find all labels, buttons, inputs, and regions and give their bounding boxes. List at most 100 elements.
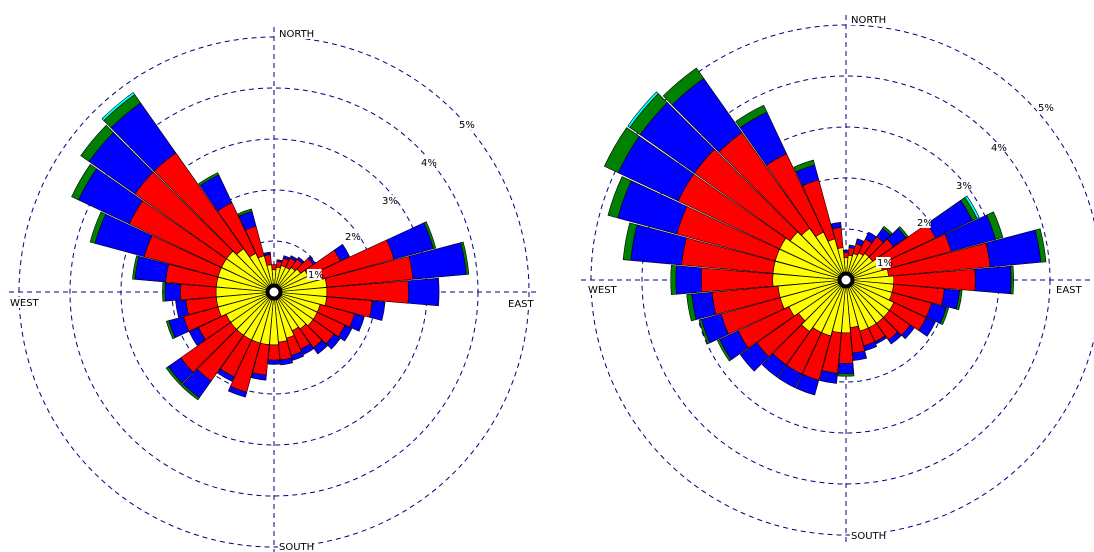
- wind-segment: [349, 313, 365, 332]
- north-label: NORTH: [851, 15, 886, 26]
- wind-segment: [698, 318, 711, 345]
- east-label-group: EAST: [507, 298, 535, 310]
- north-label-group: NORTH: [278, 28, 314, 40]
- ring-label-3: 3%: [381, 195, 398, 207]
- svg-text:3%: 3%: [956, 181, 972, 192]
- ring-label-1: 1%: [876, 257, 893, 269]
- wind-segment: [863, 341, 878, 352]
- wind-segment: [251, 372, 267, 381]
- wind-segment: [793, 159, 816, 173]
- wind-segment: [101, 92, 136, 121]
- south-label-group: SOUTH: [278, 541, 314, 552]
- wind-segment: [761, 353, 787, 378]
- wind-segment: [603, 127, 640, 174]
- wind-segment: [675, 265, 703, 295]
- wind-segment: [607, 176, 632, 219]
- wind-segment: [852, 350, 868, 361]
- hub-center: [269, 287, 279, 297]
- windrose-chart-left: 1% 2% 3% 4% 5% NORTH SOUTH EAST WEST: [9, 27, 539, 552]
- west-label: WEST: [10, 298, 40, 309]
- east-label: EAST: [508, 299, 535, 310]
- north-label-group: NORTH: [850, 14, 886, 26]
- wind-segment: [267, 344, 281, 361]
- wind-segment: [843, 252, 849, 259]
- wind-segment: [881, 225, 893, 236]
- ring-label-2: 2%: [344, 231, 361, 243]
- wind-segment: [901, 324, 915, 340]
- west-label-group: WEST: [9, 297, 40, 309]
- wind-segment: [887, 331, 902, 345]
- wind-segment: [237, 208, 253, 217]
- wind-segment: [165, 366, 183, 386]
- wind-segment: [460, 241, 470, 275]
- hub-center: [841, 275, 851, 285]
- wind-segment: [686, 293, 697, 322]
- svg-text:5%: 5%: [459, 120, 475, 131]
- wind-segment: [777, 364, 803, 389]
- wind-segment: [955, 290, 963, 311]
- wind-segment: [198, 172, 220, 187]
- wind-segment: [89, 211, 107, 244]
- wind-segment: [227, 385, 248, 398]
- wind-segment: [263, 251, 271, 257]
- wind-segment: [290, 351, 305, 361]
- svg-text:3%: 3%: [382, 196, 398, 207]
- wind-segment: [819, 370, 838, 384]
- svg-text:1%: 1%: [308, 270, 324, 281]
- wind-segment: [80, 124, 114, 162]
- svg-text:1%: 1%: [877, 258, 893, 269]
- compass-labels: NORTH SOUTH EAST WEST: [9, 28, 535, 552]
- svg-text:2%: 2%: [345, 232, 361, 243]
- wind-segment: [964, 195, 980, 219]
- ring-labels: 1% 2% 3% 4% 5%: [307, 119, 475, 281]
- wind-segment: [939, 306, 950, 326]
- wind-segment: [864, 231, 877, 244]
- south-label: SOUTH: [279, 542, 314, 552]
- wind-segment: [300, 343, 314, 356]
- ring-label-5: 5%: [1037, 102, 1054, 114]
- wind-segment: [716, 339, 732, 362]
- svg-text:2%: 2%: [917, 218, 933, 229]
- wind-segment: [180, 383, 200, 401]
- wind-segment: [369, 300, 386, 321]
- wind-segment: [662, 67, 705, 106]
- east-label-group: EAST: [1055, 284, 1083, 296]
- ring-label-1: 1%: [307, 269, 324, 281]
- wind-segment: [735, 104, 768, 129]
- wind-segment: [1010, 265, 1014, 295]
- wind-segment: [423, 221, 437, 250]
- wind-segment: [739, 342, 770, 372]
- ring-labels: 1% 2% 3% 4% 5%: [876, 102, 1054, 269]
- svg-text:5%: 5%: [1038, 103, 1054, 114]
- wind-segment: [337, 324, 353, 342]
- wind-segment: [627, 91, 659, 128]
- wind-segment: [407, 277, 440, 307]
- wind-segment: [897, 226, 909, 239]
- east-label: EAST: [1056, 285, 1083, 296]
- wind-segment: [986, 211, 1004, 240]
- wind-segment: [837, 373, 855, 377]
- wind-segment: [307, 256, 316, 265]
- wind-segment: [175, 299, 189, 318]
- wind-segment: [670, 265, 677, 295]
- wind-segment: [838, 332, 854, 364]
- wind-segment: [267, 359, 281, 365]
- wind-segment: [217, 368, 235, 382]
- wind-segment: [622, 222, 638, 261]
- wind-segment: [165, 320, 176, 340]
- wind-segment: [279, 357, 294, 366]
- wind-segment: [918, 317, 936, 337]
- ring-label-4: 4%: [420, 157, 437, 169]
- center-hub: [265, 283, 283, 301]
- wind-segment: [874, 335, 887, 345]
- wind-segment: [974, 265, 1012, 295]
- north-label: NORTH: [279, 29, 314, 40]
- ring-label-3: 3%: [955, 180, 972, 192]
- svg-text:4%: 4%: [421, 158, 437, 169]
- west-label: WEST: [588, 285, 618, 296]
- wind-segment: [333, 243, 350, 262]
- west-label-group: WEST: [587, 284, 618, 296]
- wind-segment: [830, 221, 842, 230]
- wind-segment: [843, 249, 849, 254]
- wind-segment: [837, 362, 855, 374]
